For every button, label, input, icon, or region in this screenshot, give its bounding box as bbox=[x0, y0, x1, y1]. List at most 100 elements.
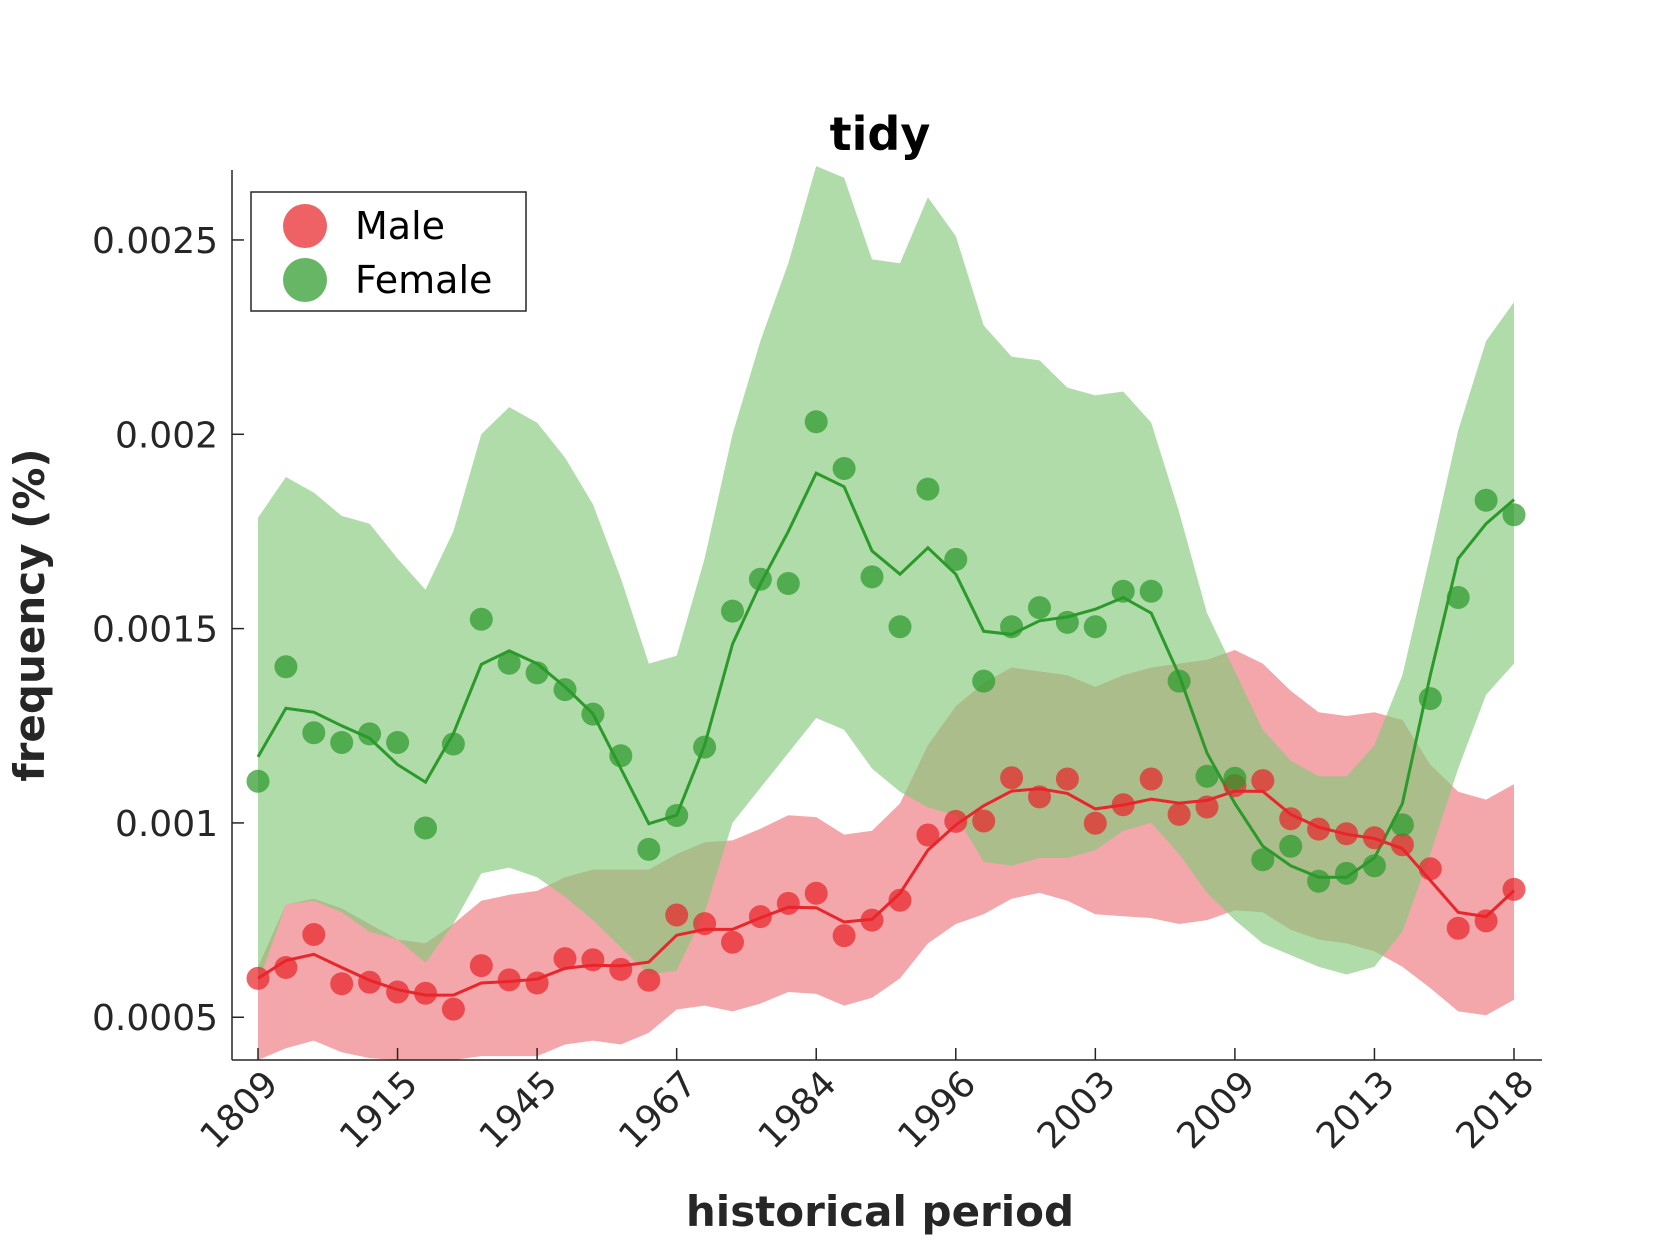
male-data-point bbox=[1139, 767, 1163, 791]
male-data-point bbox=[776, 891, 800, 915]
y-tick-label: 0.002 bbox=[115, 415, 218, 456]
female-data-point bbox=[1390, 813, 1414, 837]
male-data-point bbox=[414, 981, 437, 1005]
x-tick-label: 1945 bbox=[472, 1063, 566, 1157]
female-data-point bbox=[1028, 596, 1051, 620]
male-data-point bbox=[1251, 769, 1275, 793]
male-data-point bbox=[246, 966, 270, 990]
female-data-point bbox=[358, 722, 382, 746]
female-data-point bbox=[1167, 669, 1191, 693]
female-data-point bbox=[581, 702, 605, 726]
male-data-point bbox=[1111, 793, 1135, 817]
male-data-point bbox=[581, 948, 605, 972]
female-data-point bbox=[637, 837, 661, 861]
male-data-point bbox=[358, 970, 382, 994]
male-data-point bbox=[525, 971, 549, 995]
male-data-point bbox=[944, 809, 968, 833]
female-data-point bbox=[386, 731, 410, 754]
female-smoothed-line bbox=[256, 471, 1515, 879]
female-data-point bbox=[721, 599, 744, 623]
male-data-point bbox=[1167, 802, 1191, 826]
y-tick-label: 0.0025 bbox=[92, 221, 218, 262]
female-data-point bbox=[330, 731, 354, 754]
male-data-point bbox=[832, 924, 856, 948]
male-data-point bbox=[888, 888, 912, 912]
x-tick-label: 2009 bbox=[1169, 1063, 1263, 1157]
female-data-point bbox=[1055, 610, 1079, 634]
male-data-point bbox=[1502, 877, 1526, 901]
legend-marker-female bbox=[283, 258, 327, 302]
male-data-point bbox=[748, 905, 772, 929]
legend-label-male: Male bbox=[355, 204, 445, 248]
y-tick-label: 0.001 bbox=[115, 804, 218, 845]
female-data-point bbox=[748, 567, 772, 591]
male-data-point bbox=[637, 968, 661, 992]
male-data-point bbox=[302, 923, 326, 946]
female-data-point bbox=[1195, 764, 1219, 788]
female-data-point bbox=[1223, 766, 1247, 790]
female-data-point bbox=[302, 721, 326, 745]
male-data-point bbox=[1055, 767, 1079, 791]
male-data-point bbox=[804, 881, 828, 905]
male-data-point bbox=[1028, 785, 1051, 809]
female-data-point bbox=[776, 572, 800, 595]
male-data-point bbox=[1335, 822, 1358, 846]
male-data-point bbox=[469, 954, 493, 978]
male-data-point bbox=[330, 972, 354, 996]
female-data-point bbox=[1111, 579, 1135, 603]
female-data-point bbox=[888, 615, 912, 639]
female-data-point bbox=[553, 678, 577, 702]
female-data-point bbox=[1474, 488, 1498, 512]
x-tick-label: 1915 bbox=[332, 1063, 426, 1157]
female-data-point bbox=[860, 565, 884, 589]
female-data-point bbox=[274, 655, 298, 679]
female-data-point bbox=[693, 735, 717, 759]
female-data-point bbox=[804, 410, 828, 434]
female-data-point bbox=[665, 804, 689, 827]
x-tick-label: 1996 bbox=[890, 1063, 984, 1157]
female-data-point bbox=[441, 732, 465, 756]
y-tick-label: 0.0015 bbox=[92, 610, 218, 651]
female-data-point bbox=[414, 816, 437, 840]
x-tick-label: 1809 bbox=[193, 1063, 287, 1157]
male-data-point bbox=[1474, 909, 1498, 933]
male-data-point bbox=[553, 947, 577, 971]
male-data-point bbox=[497, 968, 521, 992]
male-data-point bbox=[1279, 807, 1303, 831]
legend-marker-male bbox=[283, 204, 327, 248]
female-data-point bbox=[944, 547, 968, 571]
female-data-point bbox=[1307, 869, 1331, 893]
male-data-point bbox=[1418, 857, 1442, 881]
female-data-point bbox=[1000, 615, 1024, 639]
male-data-point bbox=[693, 912, 717, 936]
chart-title: tidy bbox=[830, 107, 931, 161]
male-data-point bbox=[1307, 817, 1331, 841]
y-axis-label: frequency (%) bbox=[5, 448, 54, 781]
smoothed-lines bbox=[256, 471, 1516, 997]
female-data-point bbox=[609, 744, 633, 768]
x-tick-label: 2018 bbox=[1449, 1063, 1543, 1157]
female-data-point bbox=[916, 477, 940, 501]
female-data-point bbox=[246, 769, 270, 793]
male-smoothed-line bbox=[257, 787, 1516, 997]
male-data-point bbox=[916, 823, 940, 847]
legend: Male Female bbox=[250, 191, 527, 312]
female-data-point bbox=[1446, 586, 1470, 609]
female-data-point bbox=[1083, 615, 1107, 639]
legend-label-female: Female bbox=[355, 258, 492, 302]
x-tick-label: 1967 bbox=[611, 1063, 705, 1157]
female-data-point bbox=[1279, 834, 1303, 858]
male-data-point bbox=[1446, 916, 1470, 940]
female-data-point bbox=[469, 607, 493, 631]
female-data-point bbox=[1362, 854, 1386, 878]
male-data-point bbox=[441, 997, 465, 1021]
x-axis-label: historical period bbox=[686, 1187, 1074, 1236]
data-points bbox=[246, 410, 1526, 1021]
male-data-point bbox=[1000, 766, 1024, 790]
male-data-point bbox=[274, 956, 298, 979]
male-data-point bbox=[721, 930, 744, 954]
female-data-point bbox=[1251, 848, 1275, 872]
male-data-point bbox=[860, 908, 884, 932]
female-data-point bbox=[497, 651, 521, 675]
male-data-point bbox=[665, 903, 689, 927]
